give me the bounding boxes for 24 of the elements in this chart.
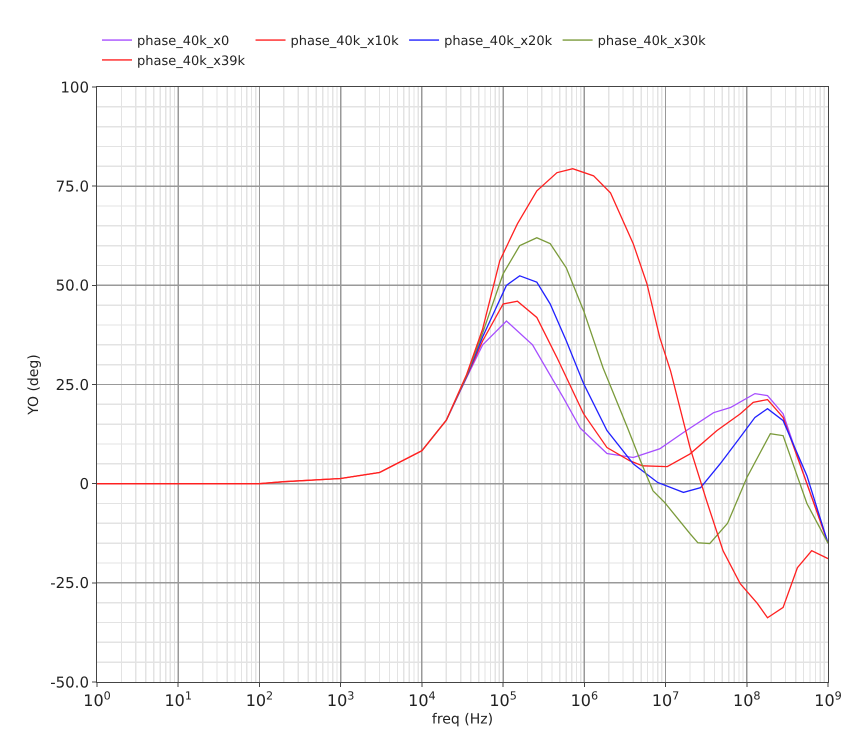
x-tick-label: 10$^{8}$ — [733, 689, 761, 710]
x-tick-label: 10$^{0}$ — [83, 689, 111, 710]
y-tick-label: 50.0 — [56, 276, 89, 295]
y-axis-title: YO (deg) — [26, 354, 42, 416]
x-tick-label: 10$^{6}$ — [570, 689, 598, 710]
legend-label: phase_40k_x30k — [598, 34, 706, 50]
legend-label: phase_40k_x20k — [444, 34, 553, 50]
y-tick-label: -50.0 — [50, 673, 89, 692]
x-tick-label: 10$^{1}$ — [164, 689, 192, 710]
x-tick-label: 10$^{7}$ — [652, 689, 680, 710]
x-tick-label: 10$^{2}$ — [246, 689, 274, 710]
y-tick-label: 25.0 — [56, 376, 89, 394]
y-tick-label: -25.0 — [50, 574, 89, 592]
x-tick-label: 10$^{3}$ — [326, 689, 354, 710]
legend-label: phase_40k_x10k — [290, 34, 400, 50]
legend-label: phase_40k_x39k — [137, 54, 246, 70]
x-tick-label: 10$^{5}$ — [489, 689, 517, 710]
x-tick-label: 10$^{9}$ — [814, 689, 842, 710]
y-tick-label: 0 — [79, 474, 89, 493]
y-tick-label: 100 — [60, 78, 89, 96]
y-tick-label: 75.0 — [56, 177, 89, 196]
x-tick-label: 10$^{4}$ — [408, 689, 436, 710]
legend-label: phase_40k_x0 — [137, 34, 230, 50]
x-axis-title: freq (Hz) — [432, 712, 494, 728]
